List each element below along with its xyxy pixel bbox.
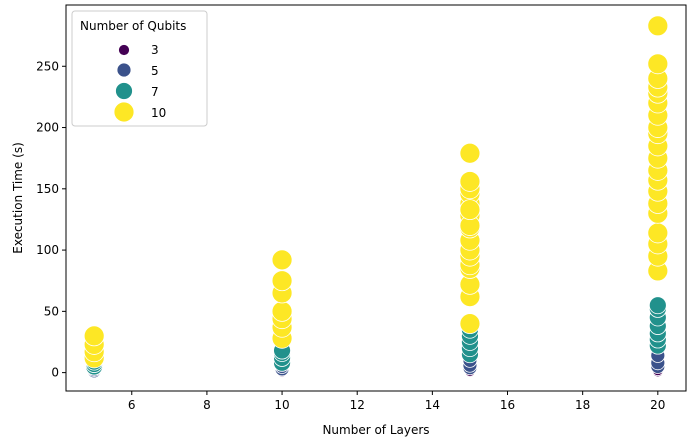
x-axis-label: Number of Layers bbox=[322, 423, 429, 437]
legend-box bbox=[71, 10, 208, 127]
data-point-10-qubits bbox=[83, 325, 105, 347]
plot-frame bbox=[65, 4, 687, 392]
data-point-10-qubits bbox=[459, 199, 481, 221]
data-point-10-qubits bbox=[459, 171, 481, 192]
legend-label-10: 10 bbox=[151, 106, 166, 120]
legend-marker-7 bbox=[115, 82, 133, 100]
data-point-10-qubits bbox=[647, 222, 669, 244]
data-point-10-qubits bbox=[647, 53, 669, 75]
legend-title: Number of Qubits bbox=[80, 19, 186, 33]
data-point-10-qubits bbox=[459, 313, 481, 335]
y-axis-ticks: 0 50 100 150 200 250 bbox=[36, 59, 66, 380]
x-tick-label: 18 bbox=[575, 398, 590, 412]
legend-label-7: 7 bbox=[151, 85, 159, 99]
legend-entry-10: 10 bbox=[113, 101, 166, 123]
legend-label-5: 5 bbox=[151, 64, 159, 78]
y-tick-label: 250 bbox=[36, 59, 59, 73]
legend-entry-5: 5 bbox=[116, 62, 159, 78]
legend-marker-3 bbox=[118, 44, 130, 56]
y-tick-label: 0 bbox=[51, 366, 59, 380]
x-tick-label: 14 bbox=[425, 398, 440, 412]
x-tick-label: 20 bbox=[650, 398, 665, 412]
series-7 bbox=[85, 296, 667, 376]
series-5 bbox=[86, 348, 666, 379]
legend-marker-10 bbox=[113, 101, 135, 123]
legend-label-3: 3 bbox=[151, 43, 159, 57]
series-10 bbox=[83, 15, 669, 369]
y-tick-label: 100 bbox=[36, 243, 59, 257]
y-tick-label: 50 bbox=[44, 304, 59, 318]
data-point-7-qubits bbox=[648, 296, 667, 315]
legend: Number of Qubits 3 5 7 10 bbox=[71, 10, 208, 127]
series-3 bbox=[88, 363, 664, 379]
x-axis-ticks: 6 8 10 12 14 16 18 20 bbox=[128, 391, 665, 412]
legend-marker-5 bbox=[116, 62, 132, 78]
data-point-10-qubits bbox=[271, 249, 293, 271]
legend-entry-7: 7 bbox=[115, 82, 159, 100]
y-tick-label: 150 bbox=[36, 182, 59, 196]
y-tick-label: 200 bbox=[36, 121, 59, 135]
y-axis-label: Execution Time (s) bbox=[11, 142, 25, 254]
x-tick-label: 10 bbox=[274, 398, 289, 412]
x-tick-label: 8 bbox=[203, 398, 211, 412]
x-tick-label: 12 bbox=[350, 398, 365, 412]
data-point-10-qubits bbox=[271, 300, 293, 322]
legend-entry-3: 3 bbox=[118, 43, 159, 57]
data-point-10-qubits bbox=[271, 270, 293, 292]
chart-marks bbox=[83, 15, 669, 379]
data-point-10-qubits bbox=[647, 15, 669, 37]
x-tick-label: 16 bbox=[500, 398, 515, 412]
x-tick-label: 6 bbox=[128, 398, 136, 412]
data-point-10-qubits bbox=[459, 142, 481, 164]
